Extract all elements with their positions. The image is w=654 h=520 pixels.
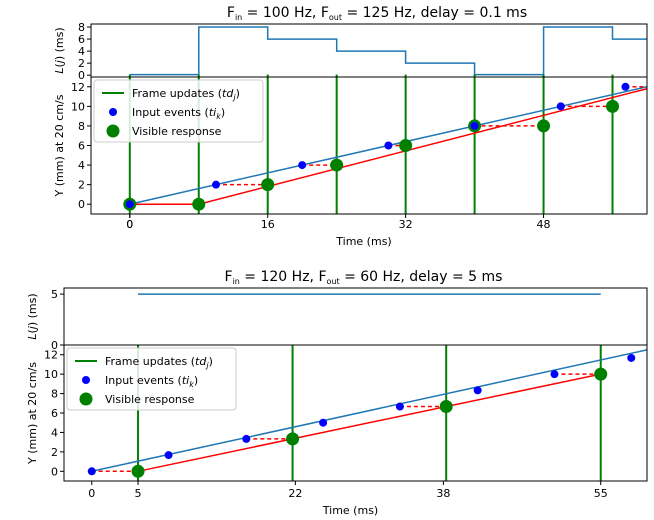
main-ylabel: Y (mm) at 20 cm/s	[26, 362, 39, 465]
top-ytick-label-4: 6	[78, 33, 85, 46]
xtick-label-5: 55	[594, 487, 608, 500]
main-ytick-label-5: 8	[78, 120, 85, 133]
main-ytick-label-2: 2	[51, 446, 58, 459]
visible-response-point-2	[192, 197, 206, 211]
input-event-point-4	[319, 418, 328, 427]
input-event-point-3	[242, 434, 251, 443]
legend: Frame updates (tdj) Input events (tik) Vis…	[93, 79, 264, 143]
input-event-point-8	[627, 353, 636, 362]
xtick-label-4: 32	[399, 218, 413, 231]
xtick-label-3: 16	[261, 218, 275, 231]
main-ytick-label-1: 0	[51, 465, 58, 478]
legend-input-swatch	[82, 376, 90, 384]
legend-frame-label: Frame updates (tdj)	[105, 355, 213, 370]
chart-title: Fin = 120 Hz, Fout = 60 Hz, delay = 5 ms	[225, 269, 503, 286]
visible-response-point-2	[286, 432, 300, 446]
top-ytick-label-3: 4	[78, 45, 85, 58]
main-ytick-label-4: 6	[51, 407, 58, 420]
top-ylabel: L(j) (ms)	[26, 293, 39, 339]
main-ytick-label-5: 8	[51, 388, 58, 401]
chart-title: Fin = 100 Hz, Fout = 125 Hz, delay = 0.1…	[227, 5, 527, 22]
top-ytick-label-1: 0	[51, 339, 58, 352]
main-ytick-label-7: 12	[44, 349, 58, 362]
main-ytick-label-2: 2	[78, 179, 85, 192]
input-event-point-1	[125, 200, 134, 209]
input-trend-line	[91, 349, 647, 473]
response-line	[137, 373, 601, 473]
input-event-point-extra-1	[621, 82, 630, 91]
visible-response-point-3	[261, 178, 275, 192]
visible-response-point-1	[131, 464, 145, 478]
legend-input-label: Input events (tik)	[132, 106, 225, 121]
chart-panel-1: Fin = 100 Hz, Fout = 125 Hz, delay = 0.1…	[53, 5, 648, 248]
main-ytick-label-3: 4	[78, 159, 85, 172]
main-ytick-label-7: 12	[71, 81, 85, 94]
top-ylabel: L(j) (ms)	[53, 27, 66, 73]
input-event-point-6	[556, 102, 565, 111]
input-event-point-5	[395, 402, 404, 411]
top-ytick-label-2: 5	[51, 288, 58, 301]
legend-input-swatch	[109, 108, 117, 116]
main-ytick-label-4: 6	[78, 140, 85, 153]
visible-response-point-8	[606, 99, 620, 113]
input-event-point-4	[384, 141, 393, 150]
latency-step-line	[129, 26, 647, 76]
xtick-label-1: 0	[126, 218, 133, 231]
visible-response-point-7	[537, 119, 551, 133]
input-event-point-6	[473, 386, 482, 395]
xtick-label-1: 0	[88, 487, 95, 500]
top-ytick-label-5: 8	[78, 21, 85, 34]
xtick-label-4: 38	[436, 487, 450, 500]
input-event-point-7	[550, 370, 559, 379]
input-event-point-2	[164, 451, 173, 460]
xtick-label-5: 48	[537, 218, 551, 231]
visible-response-point-5	[399, 139, 413, 152]
xtick-label-3: 22	[288, 487, 302, 500]
x-axis-label: Time (ms)	[335, 235, 391, 248]
legend-visible-swatch	[106, 124, 120, 138]
visible-response-point-4	[330, 158, 344, 172]
top-ytick-label-2: 2	[78, 57, 85, 70]
legend-visible-label: Visible response	[105, 393, 195, 406]
legend-box	[66, 347, 237, 411]
main-ytick-label-3: 4	[51, 426, 58, 439]
input-event-point-5	[470, 121, 479, 130]
main-ytick-label-1: 0	[78, 198, 85, 211]
input-event-point-3	[298, 161, 307, 170]
top-ytick-label-1: 0	[78, 69, 85, 82]
xtick-label-2: 5	[135, 487, 142, 500]
main-ytick-label-6: 10	[44, 368, 58, 381]
xtick-label-2: 0	[126, 218, 133, 231]
visible-response-point-3	[439, 400, 453, 414]
visible-response-point-4	[594, 367, 608, 381]
legend: Frame updates (tdj) Input events (tik) Vis…	[66, 347, 237, 411]
legend-frame-label: Frame updates (tdj)	[132, 87, 240, 102]
legend-input-label: Input events (tik)	[105, 374, 198, 389]
legend-box	[93, 79, 264, 143]
input-event-point-2	[211, 180, 220, 189]
legend-visible-swatch	[79, 392, 93, 406]
input-event-point-1	[87, 467, 96, 476]
main-ylabel: Y (mm) at 20 cm/s	[53, 94, 66, 197]
chart-panel-2: Fin = 120 Hz, Fout = 60 Hz, delay = 5 ms…	[26, 269, 648, 517]
main-ytick-label-6: 10	[71, 100, 85, 113]
legend-visible-label: Visible response	[132, 125, 222, 138]
x-axis-label: Time (ms)	[322, 504, 378, 517]
top-axes-frame	[63, 287, 648, 346]
